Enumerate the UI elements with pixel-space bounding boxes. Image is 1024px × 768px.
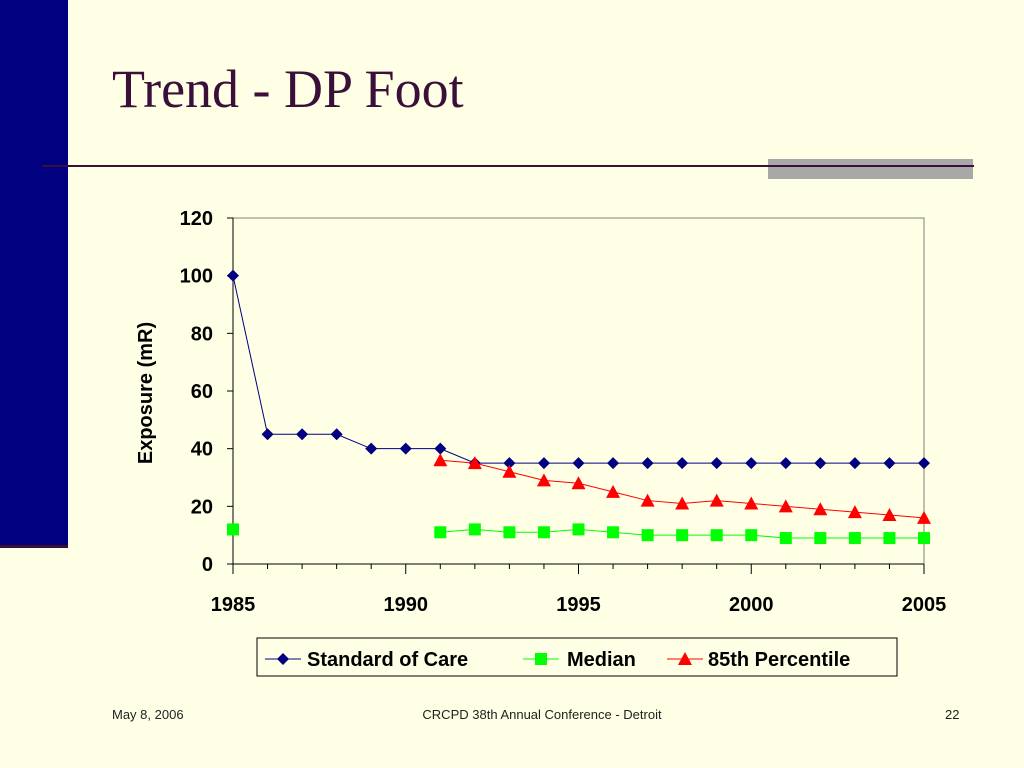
y-tick-label: 80	[191, 323, 213, 345]
legend-marker	[535, 653, 547, 665]
data-point	[296, 428, 309, 441]
data-point	[676, 457, 689, 470]
data-point	[779, 532, 792, 545]
y-tick-label: 100	[180, 266, 213, 288]
data-point	[433, 453, 448, 467]
x-tick-label: 2000	[729, 594, 774, 616]
legend-marker	[277, 653, 289, 665]
y-tick-label: 60	[191, 381, 213, 403]
data-point	[503, 457, 516, 470]
data-point	[848, 532, 861, 545]
data-point	[778, 499, 793, 513]
data-point	[745, 529, 758, 542]
x-tick-label: 1995	[556, 594, 601, 616]
data-point	[847, 505, 862, 519]
data-point	[745, 457, 758, 470]
data-point	[227, 523, 239, 536]
legend-box	[256, 637, 898, 677]
data-point	[917, 510, 931, 524]
y-tick-label: 120	[180, 208, 213, 230]
y-axis-label: Exposure (mR)	[135, 322, 157, 464]
data-point	[434, 526, 447, 539]
legend-marker	[678, 652, 692, 665]
data-point	[503, 526, 516, 539]
data-point	[537, 526, 550, 539]
data-point	[536, 473, 551, 487]
data-point	[607, 457, 620, 470]
data-point	[641, 529, 654, 542]
footer-date: May 8, 2006	[112, 707, 184, 722]
data-point	[675, 496, 690, 510]
legend-label: 85th Percentile	[708, 649, 850, 671]
title-divider	[42, 165, 974, 167]
data-point	[918, 532, 930, 545]
y-tick-label: 20	[191, 496, 213, 518]
legend-label: Standard of Care	[307, 649, 468, 671]
legend-label: Median	[567, 649, 636, 671]
data-point	[365, 442, 378, 455]
left-accent-bar	[0, 0, 68, 548]
data-point	[330, 428, 343, 441]
data-point	[537, 457, 550, 470]
slide-title: Trend - DP Foot	[112, 59, 464, 119]
data-point	[814, 532, 827, 545]
data-point	[467, 456, 482, 470]
x-tick-label: 2005	[902, 594, 947, 616]
data-point	[744, 496, 759, 510]
data-point	[502, 464, 517, 478]
data-point	[606, 484, 621, 498]
x-tick-label: 1985	[211, 594, 256, 616]
series-median	[227, 523, 930, 545]
data-point	[883, 532, 896, 545]
data-point	[710, 457, 723, 470]
data-point	[572, 523, 585, 536]
page-number: 22	[945, 707, 960, 722]
chart-legend: Standard of Care Median 85th Percentile	[256, 637, 898, 677]
data-point	[779, 457, 792, 470]
data-point	[814, 457, 827, 470]
data-point	[640, 493, 655, 507]
data-point	[848, 457, 861, 470]
series-standard-of-care	[227, 269, 930, 470]
data-point	[607, 526, 620, 539]
data-point	[399, 442, 412, 455]
y-tick-label: 40	[191, 439, 213, 461]
series-85th-percentile	[433, 453, 931, 524]
data-point	[918, 457, 930, 470]
data-point	[813, 502, 828, 516]
data-point	[571, 476, 586, 490]
title-divider-accent	[768, 159, 973, 179]
data-point	[676, 529, 689, 542]
data-point	[261, 428, 274, 441]
data-point	[434, 442, 447, 455]
data-point	[468, 523, 481, 536]
footer-conference: CRCPD 38th Annual Conference - Detroit	[422, 707, 662, 722]
data-point	[572, 457, 585, 470]
data-point	[641, 457, 654, 470]
data-point	[227, 269, 239, 282]
y-tick-label: 0	[202, 554, 213, 576]
data-point	[709, 493, 724, 507]
data-point	[710, 529, 723, 542]
data-point	[883, 457, 896, 470]
data-point	[882, 507, 897, 521]
x-tick-label: 1990	[384, 594, 429, 616]
